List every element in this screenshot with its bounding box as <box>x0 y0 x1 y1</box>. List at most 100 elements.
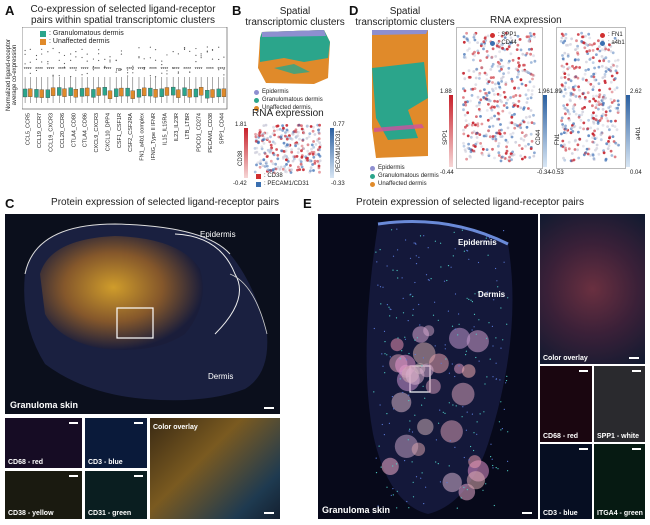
signal-point <box>397 277 399 279</box>
signal-point <box>495 467 497 469</box>
spot <box>591 94 595 98</box>
spot <box>564 36 568 40</box>
signal-point <box>475 356 477 359</box>
spot <box>276 157 280 161</box>
signal-point <box>439 481 441 483</box>
category-tick-label: PDCD1_CD274 <box>197 113 203 152</box>
outlier-point <box>132 68 134 71</box>
spot <box>302 131 305 135</box>
spot <box>530 47 533 51</box>
colorbar-max: 1.88 <box>440 89 452 95</box>
spot <box>606 119 610 123</box>
signal-point <box>477 291 479 293</box>
outlier-point <box>223 56 225 58</box>
spot <box>520 82 524 86</box>
signal-point <box>411 461 413 463</box>
signal-point <box>384 372 386 374</box>
signal-point <box>471 301 473 303</box>
spot <box>300 165 304 169</box>
boxplot-box <box>221 88 227 97</box>
spot <box>318 148 322 152</box>
outlier-point <box>183 48 186 51</box>
boxplot-box <box>198 87 204 96</box>
spot <box>616 109 620 113</box>
spot <box>528 31 532 35</box>
signal-point <box>414 242 416 244</box>
spot <box>309 169 312 173</box>
spot <box>478 133 482 136</box>
spot <box>521 157 524 161</box>
panel-e-title: Protein expression of selected ligand-re… <box>356 197 584 208</box>
spot <box>464 125 467 129</box>
signal-point <box>380 303 382 305</box>
outlier-point <box>109 59 111 61</box>
spot <box>462 128 465 132</box>
spot <box>499 123 502 126</box>
spot <box>572 110 576 113</box>
spot <box>506 126 510 130</box>
spot <box>530 121 534 124</box>
spot <box>504 83 508 86</box>
panel-d-m1-legend: : SPP1 : CD44 <box>490 31 517 47</box>
spot <box>592 72 596 76</box>
spot <box>605 117 609 120</box>
spot <box>498 69 502 73</box>
spot <box>463 77 467 81</box>
spot <box>478 77 481 80</box>
spot <box>318 154 322 158</box>
spot <box>469 150 473 154</box>
spot <box>476 49 480 53</box>
signal-point <box>475 333 477 335</box>
spot <box>598 88 601 92</box>
outlier-point <box>189 50 191 52</box>
signal-point <box>507 297 509 299</box>
spot <box>604 113 608 117</box>
spot <box>465 157 468 161</box>
outlier-point <box>189 71 191 73</box>
signal-point <box>489 358 491 360</box>
spot <box>517 61 520 65</box>
spot <box>285 163 288 166</box>
spot <box>302 131 306 135</box>
outlier-point <box>41 48 43 50</box>
spot <box>316 139 319 143</box>
outlier-point <box>166 73 168 75</box>
outlier-point <box>98 53 100 55</box>
signal-point <box>418 303 420 306</box>
spot <box>524 84 528 87</box>
signal-point <box>451 325 454 327</box>
outlier-point <box>161 72 163 74</box>
spot <box>314 143 318 146</box>
spot <box>585 139 589 143</box>
spot <box>262 158 266 162</box>
outlier-point <box>47 61 49 63</box>
significance-label: **** <box>195 67 203 73</box>
spot <box>466 134 470 138</box>
spot <box>468 75 472 79</box>
signal-point <box>409 420 411 422</box>
scale-bar <box>629 357 639 359</box>
signal-point <box>490 443 492 445</box>
signal-point <box>506 323 508 325</box>
spot <box>296 151 300 154</box>
spot <box>591 136 594 139</box>
spot <box>261 134 264 137</box>
spot <box>600 116 603 120</box>
spot <box>513 86 516 90</box>
signal-point <box>386 265 388 267</box>
spot <box>530 89 534 92</box>
spot <box>276 124 280 128</box>
signal-point <box>451 363 453 365</box>
panel-b-legend2: : CD38 : PECAM1/CD31 <box>256 172 309 188</box>
signal-point <box>488 237 491 239</box>
boxplot-box <box>205 90 210 99</box>
signal-point <box>440 266 442 268</box>
spot <box>487 154 491 157</box>
spot <box>524 93 528 97</box>
spot <box>576 51 579 55</box>
signal-point <box>439 409 441 411</box>
spot <box>292 130 296 133</box>
spot <box>573 139 577 143</box>
spot <box>474 123 477 127</box>
spot <box>491 124 495 128</box>
